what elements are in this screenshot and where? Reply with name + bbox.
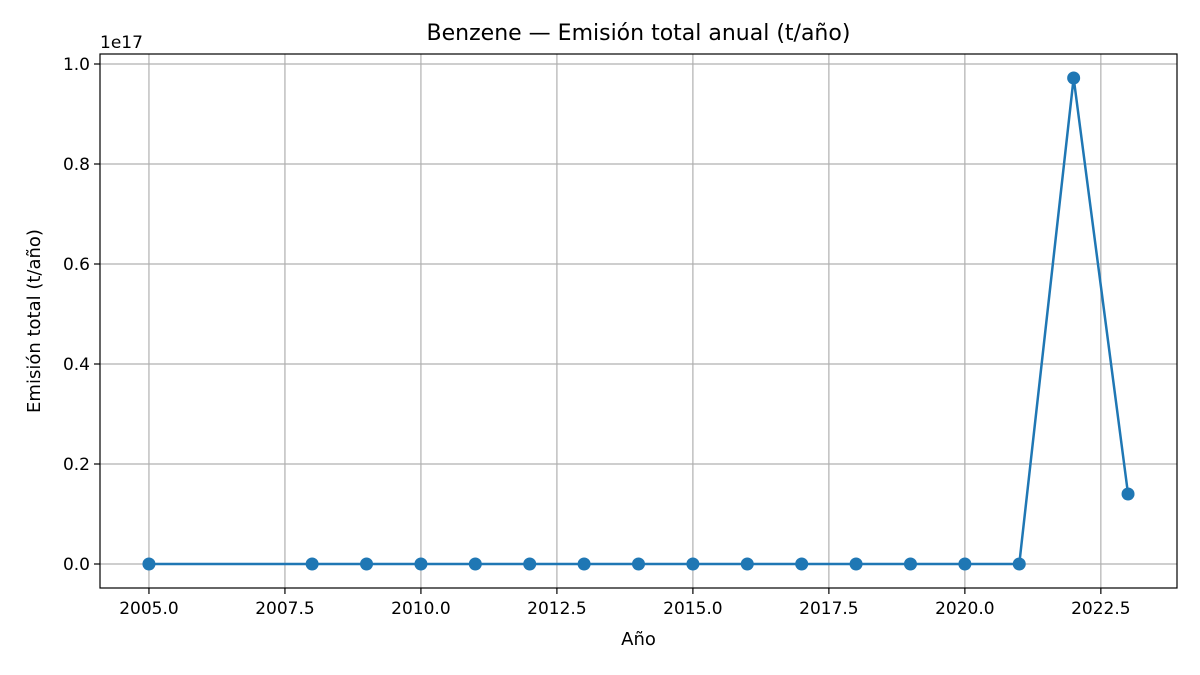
y-offset-label: 1e17 — [100, 33, 143, 53]
y-tick-label: 1.0 — [63, 55, 90, 75]
y-tick-label: 0.4 — [63, 355, 90, 375]
grid-lines — [100, 54, 1177, 588]
x-tick-label: 2017.5 — [799, 599, 858, 619]
data-point — [142, 557, 156, 571]
data-point — [577, 557, 591, 571]
y-axis-ticks: 0.0 0.2 0.4 0.6 0.8 1.0 — [63, 55, 100, 575]
x-axis-ticks: 2005.0 2007.5 2010.0 2012.5 2015.0 2017.5 2020… — [119, 588, 1131, 619]
data-point — [468, 557, 482, 571]
plot-frame — [99, 53, 1178, 589]
data-point — [523, 557, 537, 571]
y-axis-label: Emisión total (t/año) — [24, 229, 45, 413]
data-point — [1067, 71, 1081, 85]
data-point — [958, 557, 972, 571]
data-point — [795, 557, 809, 571]
x-tick-label: 2005.0 — [119, 599, 178, 619]
data-point — [632, 557, 645, 571]
series-layer — [142, 71, 1135, 571]
data-point — [1121, 487, 1135, 501]
data-point — [305, 557, 319, 571]
data-point — [903, 557, 917, 571]
series-line — [148, 76, 1130, 566]
y-tick-label: 0.2 — [63, 455, 90, 475]
x-tick-label: 2007.5 — [255, 599, 314, 619]
x-tick-label: 2022.5 — [1071, 599, 1130, 619]
data-point — [686, 557, 700, 571]
y-tick-label: 0.0 — [63, 555, 90, 575]
x-tick-label: 2015.0 — [663, 599, 722, 619]
data-point — [740, 557, 754, 571]
x-tick-label: 2010.0 — [391, 599, 450, 619]
chart-title: Benzene — Emisión total anual (t/año) — [427, 21, 851, 46]
x-tick-label: 2012.5 — [527, 599, 586, 619]
x-axis-label: Año — [621, 629, 656, 650]
y-tick-label: 0.6 — [63, 255, 90, 275]
data-point — [1012, 557, 1026, 571]
x-tick-label: 2020.0 — [935, 599, 994, 619]
data-point — [849, 557, 863, 571]
data-point — [414, 557, 428, 571]
y-tick-label: 0.8 — [63, 155, 90, 175]
data-point — [360, 557, 374, 571]
